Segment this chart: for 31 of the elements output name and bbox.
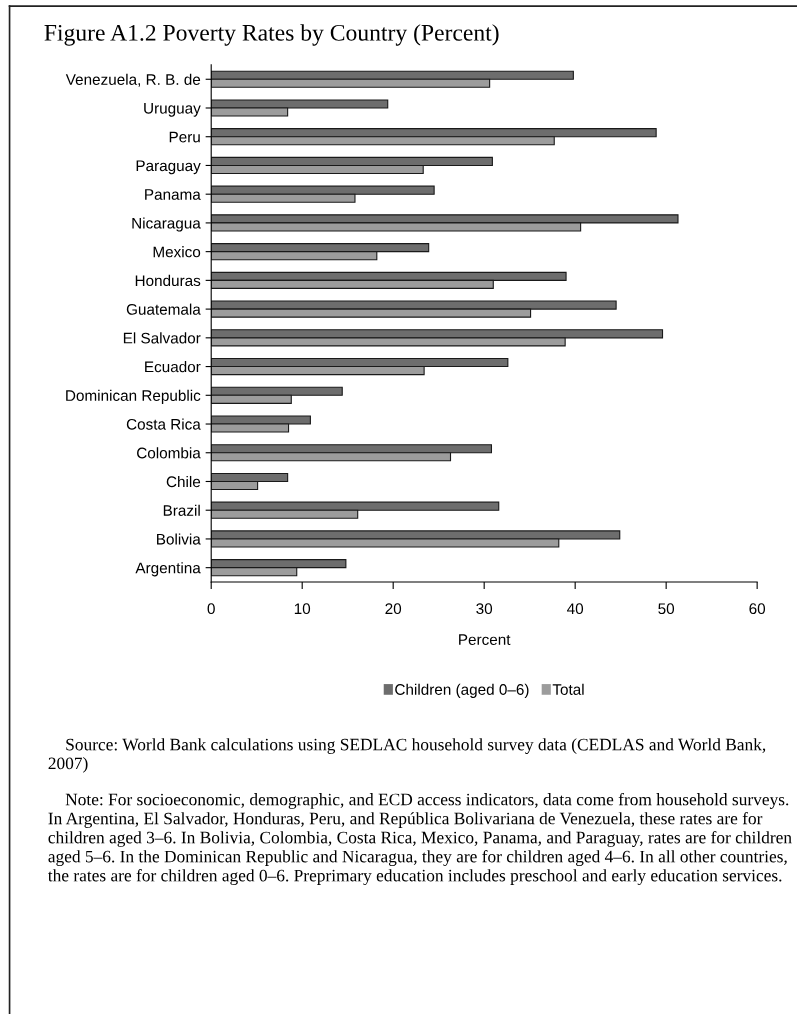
- y-tick-label: Chile: [166, 475, 201, 488]
- y-tick-label: Colombia: [137, 447, 201, 459]
- legend-label: Total: [552, 683, 584, 695]
- legend-label: Children (aged 0–6): [395, 683, 529, 698]
- y-tick-label: El Salvador: [123, 332, 201, 344]
- y-tick-label: Mexico: [153, 246, 201, 258]
- x-tick-label: 50: [658, 603, 675, 615]
- y-tick-label: Honduras: [135, 274, 201, 287]
- x-tick-label: 10: [294, 603, 311, 615]
- x-axis-title: Percent: [459, 634, 511, 645]
- y-tick-label: Nicaragua: [132, 217, 201, 232]
- text: Note: For socioeconomic, demographic, and ECD access indicators, data come from household surveys. In Argentina, El Salvador, Honduras, Peru, and República Bolivariana de Venezuela, these rates are for children aged 3–6. In Bolivia, Colombia, Costa Rica, Mexico, Panama, and Paraguay, rates are for children aged 5–6. In the Dominican Republic and Nicaragua, they are for children aged 4–6. In all other countries, the rates are for children aged 0–6. Preprimary education includes preschool and early education services.: [47, 792, 792, 886]
- x-tick-label: 40: [567, 603, 584, 615]
- y-tick-label: Guatemala: [126, 303, 201, 315]
- y-tick-label: Dominican Republic: [66, 389, 201, 404]
- x-tick-label: 60: [749, 603, 766, 615]
- y-tick-label: Argentina: [135, 562, 201, 577]
- y-tick-label: Brazil: [163, 504, 200, 516]
- chart-title: Figure A1.2 Poverty Rates by Country (Percent): [44, 24, 499, 46]
- y-tick-label: Costa Rica: [126, 418, 201, 430]
- y-tick-label: Ecuador: [145, 361, 201, 373]
- x-tick-label: 20: [385, 603, 402, 615]
- y-tick-label: Peru: [169, 131, 200, 143]
- source-note: Source: World Bank calculations using SEDLAC household survey data (CEDLAS and World Bank, 2007): [48, 738, 766, 773]
- y-tick-label: Uruguay: [144, 103, 201, 117]
- y-tick-label: Paraguay: [136, 160, 201, 175]
- x-tick-label: 0: [207, 603, 215, 615]
- y-tick-label: Bolivia: [157, 533, 201, 545]
- y-tick-label: Panama: [145, 189, 201, 200]
- x-tick-label: 30: [476, 603, 493, 615]
- y-tick-label: Venezuela, R. B. de: [65, 73, 201, 87]
